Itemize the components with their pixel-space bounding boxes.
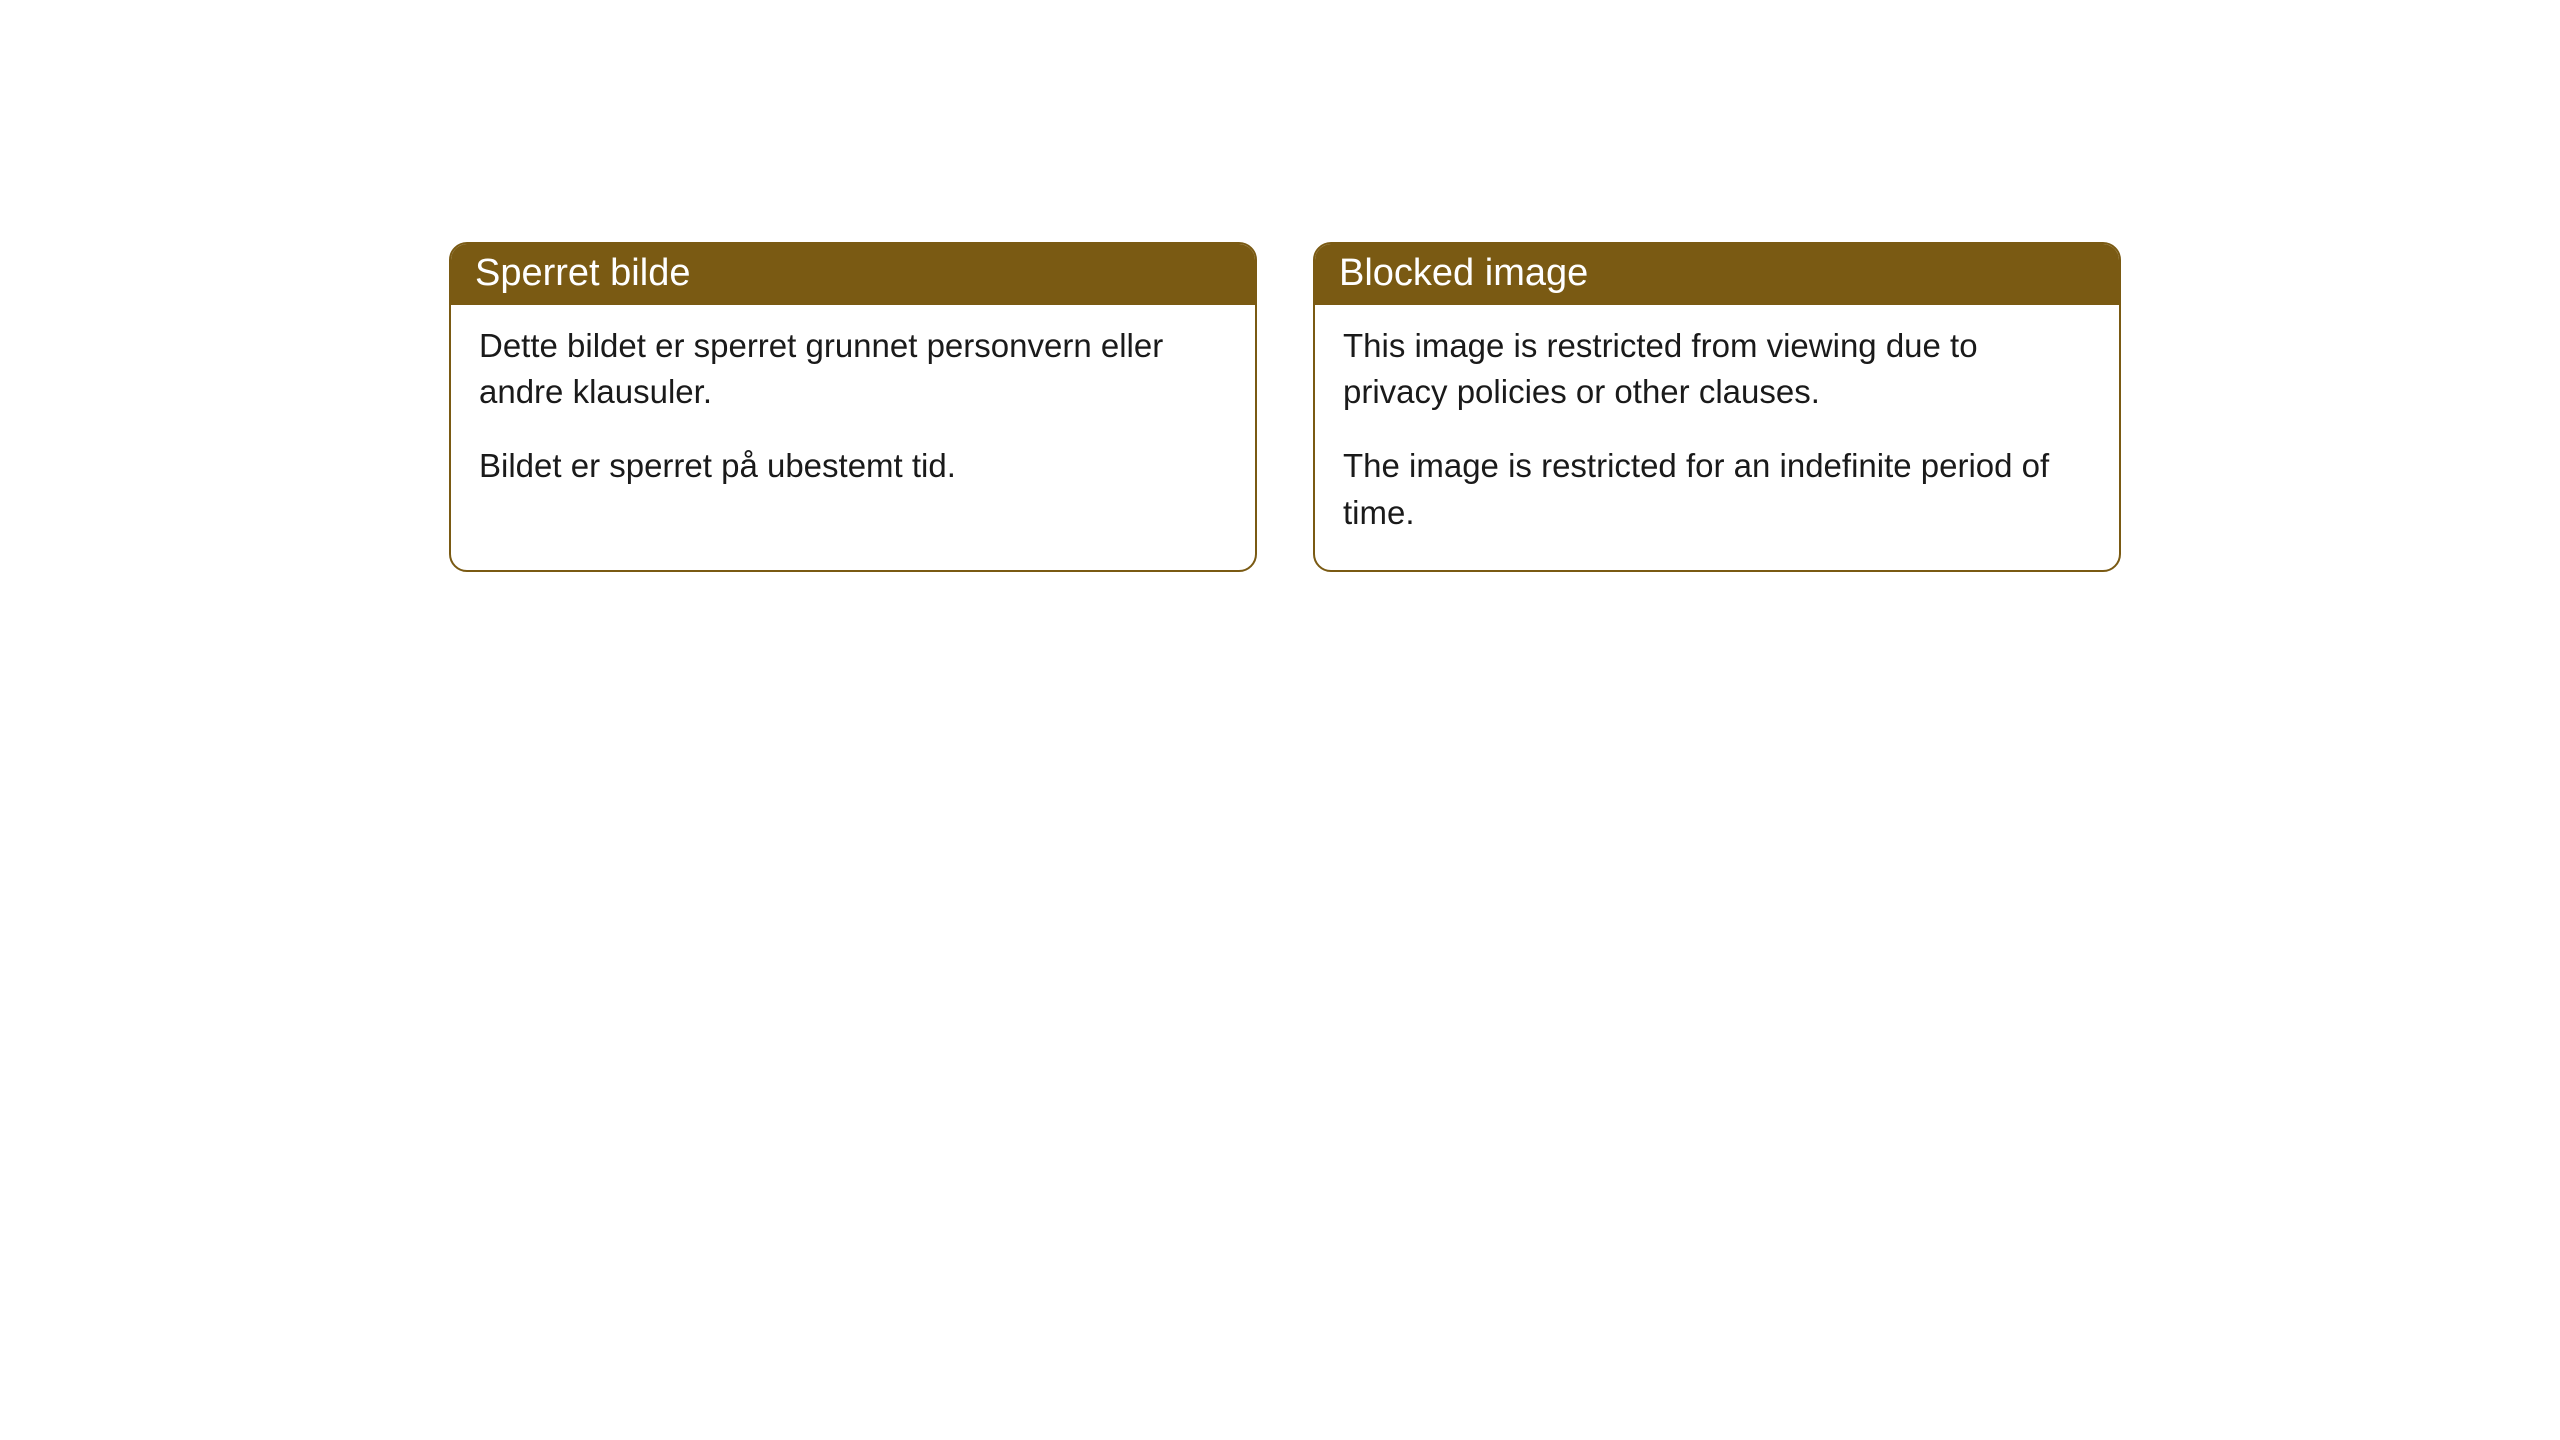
card-header: Blocked image (1315, 244, 2119, 305)
card-paragraph: Bildet er sperret på ubestemt tid. (479, 443, 1227, 489)
card-body: Dette bildet er sperret grunnet personve… (451, 305, 1255, 524)
card-paragraph: The image is restricted for an indefinit… (1343, 443, 2091, 535)
card-header: Sperret bilde (451, 244, 1255, 305)
card-paragraph: Dette bildet er sperret grunnet personve… (479, 323, 1227, 415)
notice-card-english: Blocked image This image is restricted f… (1313, 242, 2121, 572)
card-body: This image is restricted from viewing du… (1315, 305, 2119, 570)
card-title: Blocked image (1339, 252, 1588, 294)
card-container: Sperret bilde Dette bildet er sperret gr… (0, 0, 2560, 572)
card-paragraph: This image is restricted from viewing du… (1343, 323, 2091, 415)
card-title: Sperret bilde (475, 252, 690, 294)
notice-card-norwegian: Sperret bilde Dette bildet er sperret gr… (449, 242, 1257, 572)
